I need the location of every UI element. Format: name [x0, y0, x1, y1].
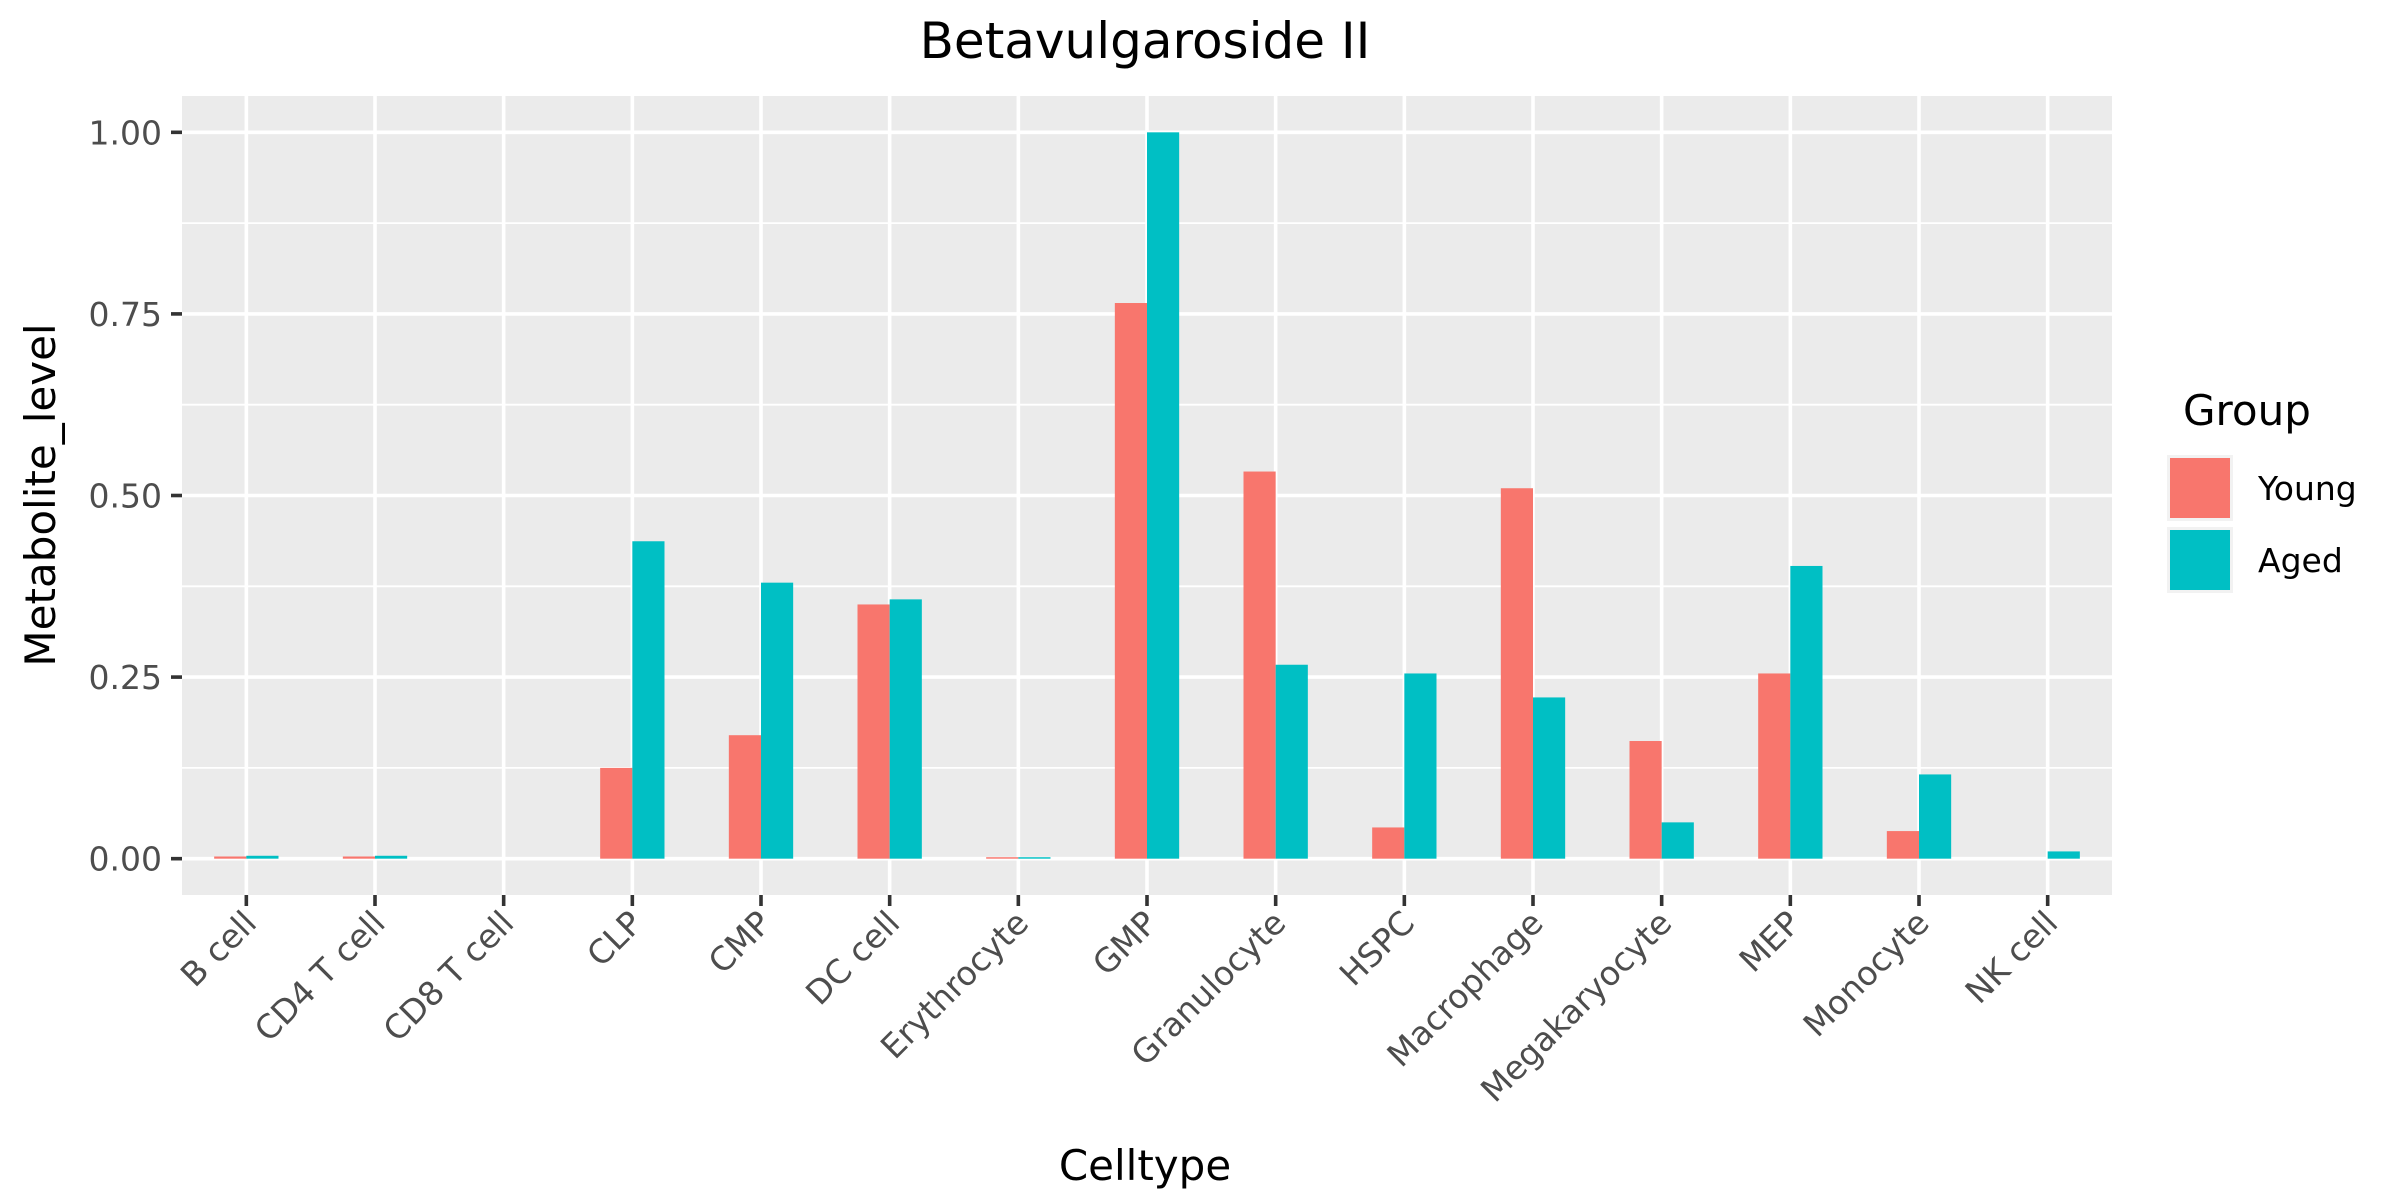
bar-aged — [1790, 565, 1823, 859]
x-tick-label: NK cell — [1957, 903, 2065, 1011]
bar-young — [1243, 471, 1276, 859]
bar-aged — [375, 855, 408, 859]
bar-young — [1372, 827, 1405, 859]
bar-young — [857, 604, 890, 859]
legend-swatch-young — [2170, 458, 2230, 518]
x-tick-label: CMP — [701, 903, 779, 981]
x-tick-label: MEP — [1731, 903, 1808, 980]
y-tick-label: 0.25 — [89, 658, 162, 697]
bar-aged — [1404, 673, 1437, 859]
bar-aged — [632, 541, 665, 859]
chart-title: Betavulgaroside II — [920, 12, 1371, 70]
bar-aged — [246, 855, 279, 859]
x-tick-label: B cell — [173, 903, 264, 994]
bar-young — [1758, 673, 1791, 859]
y-tick-label: 0.75 — [89, 295, 162, 334]
legend-label-aged: Aged — [2258, 541, 2343, 580]
legend: Group Young Aged — [2167, 386, 2357, 593]
y-tick-label: 0.50 — [89, 477, 162, 516]
bar-young — [986, 857, 1019, 859]
x-tick-label: CD4 T cell — [247, 903, 393, 1049]
bar-young — [214, 856, 247, 859]
bar-aged — [1919, 774, 1952, 859]
bar-aged — [761, 582, 794, 859]
bar-young — [1886, 831, 1919, 859]
legend-label-young: Young — [2257, 469, 2357, 508]
bar-aged — [2047, 851, 2080, 859]
y-tick-label: 1.00 — [89, 113, 162, 152]
bar-aged — [1275, 664, 1308, 859]
bar-aged — [1661, 822, 1694, 859]
bar-young — [728, 735, 761, 859]
bar-aged — [889, 599, 922, 859]
x-tick-label: HSPC — [1332, 903, 1422, 993]
x-tick-label: CD8 T cell — [375, 903, 521, 1049]
bar-young — [1114, 303, 1147, 859]
bar-young — [1629, 741, 1662, 859]
bars — [214, 132, 2080, 859]
bar-aged — [1018, 857, 1051, 859]
bar-young — [600, 767, 633, 859]
x-tick-label: CLP — [579, 903, 650, 974]
y-axis-title: Metabolite_level — [16, 323, 65, 666]
legend-swatch-aged — [2170, 530, 2230, 590]
x-tick-label: GMP — [1085, 903, 1165, 983]
bar-young — [342, 856, 375, 859]
x-tick-label: DC cell — [798, 903, 907, 1012]
bar-aged — [1147, 132, 1180, 859]
x-axis-title: Celltype — [1059, 1141, 1231, 1190]
x-tick-label: Monocyte — [1795, 903, 1936, 1044]
y-axis: 0.00 0.25 0.50 0.75 1.00 — [89, 113, 182, 879]
legend-title: Group — [2183, 386, 2311, 435]
bar-aged — [1533, 697, 1566, 859]
bar-young — [1500, 488, 1533, 859]
y-tick-label: 0.00 — [89, 840, 162, 879]
